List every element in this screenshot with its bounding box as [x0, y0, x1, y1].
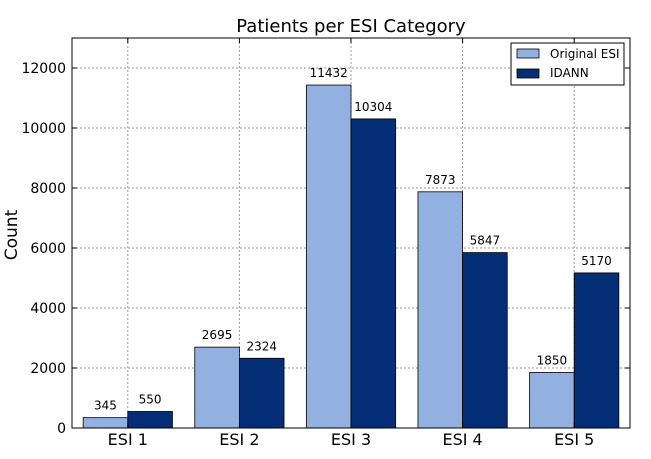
data-label-original-esi-esi-4: 7873 — [425, 173, 456, 187]
bar-idann-esi-5 — [573, 272, 620, 429]
bar-idann-esi-4 — [462, 252, 508, 429]
bar-original-esi-esi-5 — [529, 372, 575, 429]
y-tick-label-6000: 6000 — [30, 241, 66, 257]
data-label-idann-esi-1: 550 — [139, 393, 162, 407]
data-label-original-esi-esi-5: 1850 — [537, 354, 568, 368]
x-axis-ticks: ESI 1 ESI 2 ESI 3 ESI 4 ESI 5 — [108, 38, 594, 449]
x-tick-label-esi-3: ESI 3 — [331, 430, 371, 449]
bars — [82, 84, 620, 429]
legend-swatch-idann — [516, 68, 540, 79]
y-axis-label: Count — [2, 209, 22, 260]
x-tick-label-esi-4: ESI 4 — [442, 430, 482, 449]
bar-idann-esi-2 — [238, 357, 285, 429]
legend-label-original-esi: Original ESI — [550, 47, 620, 61]
data-label-idann-esi-4: 5847 — [470, 234, 501, 248]
y-axis-ticks: 0 2000 4000 6000 8000 10000 12000 — [21, 61, 630, 437]
y-tick-label-10000: 10000 — [21, 121, 66, 137]
data-label-idann-esi-3: 10304 — [354, 100, 392, 114]
bar-original-esi-esi-1 — [82, 417, 129, 429]
legend-swatch-original-esi — [516, 48, 540, 59]
data-label-idann-esi-5: 5170 — [581, 254, 612, 268]
y-tick-label-0: 0 — [57, 421, 66, 437]
data-label-idann-esi-2: 2324 — [246, 339, 277, 353]
legend: Original ESI IDANN — [510, 42, 625, 86]
data-labels: 345 2695 11432 7873 1850 550 2324 10304 5847 5170 — [94, 66, 612, 413]
bar-idann-esi-3 — [350, 118, 397, 429]
chart-title: Patients per ESI Category — [236, 16, 466, 37]
bar-original-esi-esi-4 — [417, 191, 463, 429]
bar-original-esi-esi-2 — [194, 346, 240, 429]
bar-original-esi-esi-3 — [305, 84, 352, 429]
x-tick-label-esi-1: ESI 1 — [108, 430, 148, 449]
data-label-original-esi-esi-3: 11432 — [310, 66, 348, 80]
y-tick-label-4000: 4000 — [30, 301, 66, 317]
y-tick-label-12000: 12000 — [21, 61, 66, 77]
legend-label-idann: IDANN — [550, 66, 589, 80]
y-tick-label-8000: 8000 — [30, 181, 66, 197]
x-tick-label-esi-2: ESI 2 — [219, 430, 259, 449]
y-tick-label-2000: 2000 — [30, 361, 66, 377]
bar-idann-esi-1 — [127, 411, 173, 429]
data-label-original-esi-esi-1: 345 — [94, 399, 117, 413]
data-label-original-esi-esi-2: 2695 — [202, 328, 233, 342]
x-tick-label-esi-5: ESI 5 — [554, 430, 594, 449]
